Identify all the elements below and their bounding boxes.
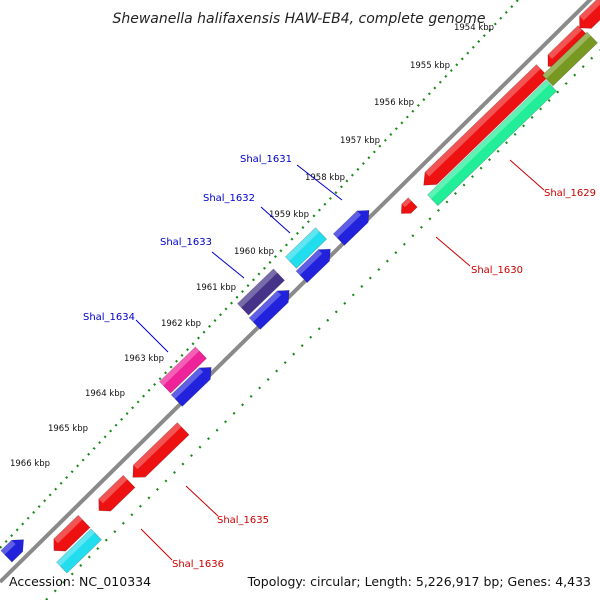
- tick-label: 1962 kbp: [161, 319, 201, 329]
- gene-label: Shal_1632: [203, 193, 255, 204]
- tick-label: 1966 kbp: [10, 459, 50, 469]
- gene-arrow: [423, 64, 549, 186]
- label-leader-line: [435, 236, 471, 267]
- label-leader-line: [509, 159, 545, 191]
- tick-label: 1960 kbp: [234, 247, 274, 257]
- gene-label: Shal_1633: [160, 237, 212, 248]
- tick-label: 1961 kbp: [196, 283, 236, 293]
- inner-tick-ruler: [45, 49, 600, 600]
- gene-label: Shal_1635: [217, 515, 269, 526]
- gene-label: Shal_1634: [83, 312, 135, 323]
- gene-arrow: [0, 539, 24, 563]
- tick-labels: 1954 kbp 1955 kbp 1956 kbp 1957 kbp 1958 kbp…: [10, 23, 494, 469]
- gene-label: Shal_1629: [544, 188, 596, 199]
- tick-label: 1963 kbp: [124, 354, 164, 364]
- label-leader-line: [260, 206, 291, 234]
- tick-label: 1959 kbp: [269, 210, 309, 220]
- tick-label: 1957 kbp: [340, 136, 380, 146]
- gene-arrow: [295, 248, 331, 284]
- label-leader-line: [211, 251, 245, 279]
- gene-label: Shal_1636: [172, 559, 224, 570]
- tick-label: 1964 kbp: [85, 389, 125, 399]
- summary-text: Topology: circular; Length: 5,226,917 bp…: [247, 574, 591, 589]
- gene-arrow: [400, 197, 418, 214]
- gene-features: [0, 0, 600, 574]
- gene-arrow: [284, 227, 328, 269]
- tick-label: 1958 kbp: [305, 173, 345, 183]
- label-leader-line: [140, 528, 173, 561]
- gene-arrow: [53, 514, 91, 552]
- label-leader-line: [296, 164, 343, 201]
- gene-arrow: [248, 290, 290, 330]
- gene-label: Shal_1631: [240, 154, 292, 165]
- gene-arrow: [159, 346, 207, 394]
- label-leaders: [135, 159, 545, 561]
- tick-label: 1955 kbp: [410, 61, 450, 71]
- map-title: Shewanella halifaxensis HAW-EB4, complet…: [112, 11, 485, 27]
- gene-arrow: [427, 79, 557, 207]
- tick-label: 1965 kbp: [48, 424, 88, 434]
- label-leader-line: [185, 485, 219, 517]
- gene-arrow: [332, 210, 370, 246]
- accession-text: Accession: NC_010334: [9, 574, 151, 589]
- tick-label: 1954 kbp: [454, 23, 494, 33]
- label-leader-line: [135, 319, 169, 353]
- gene-label: Shal_1630: [471, 265, 523, 276]
- gene-arrow: [132, 422, 190, 478]
- gene-arrow: [98, 474, 136, 512]
- genome-backbone: [0, 0, 593, 584]
- gene-labels: Shal_1631 Shal_1632 Shal_1633 Shal_1634 Shal…: [83, 154, 596, 570]
- tick-label: 1956 kbp: [374, 98, 414, 108]
- outer-tick-ruler: [0, 0, 519, 549]
- gene-arrow: [542, 31, 598, 87]
- gene-arrow: [170, 367, 212, 407]
- gene-arrow: [56, 528, 102, 574]
- gene-arrow: [237, 268, 285, 316]
